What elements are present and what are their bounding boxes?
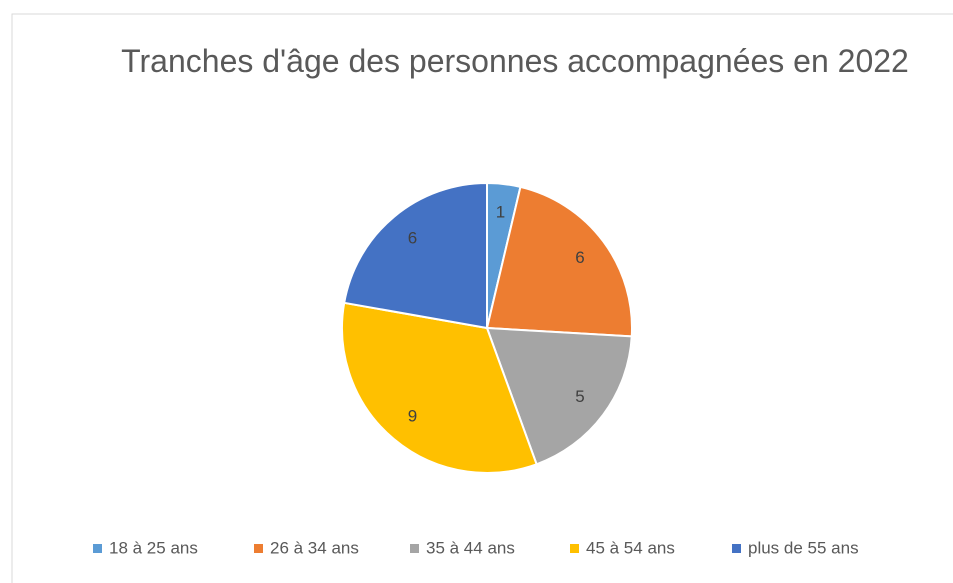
legend-swatch (570, 544, 579, 553)
legend-label: 45 à 54 ans (586, 538, 675, 557)
pie-slice (343, 181, 488, 330)
data-label: 6 (575, 248, 584, 267)
data-label: 9 (408, 406, 417, 425)
legend-label: 26 à 34 ans (270, 538, 359, 557)
pie-slice (341, 301, 538, 474)
legend-swatch (732, 544, 741, 553)
data-label: 6 (408, 229, 417, 248)
legend-swatch (410, 544, 419, 553)
pie-slice (485, 185, 633, 338)
chart-title: Tranches d'âge des personnes accompagnée… (121, 43, 909, 79)
pie-slice (485, 326, 633, 466)
legend-label: plus de 55 ans (748, 538, 859, 557)
legend-swatch (254, 544, 263, 553)
legend-swatch (93, 544, 102, 553)
data-label: 1 (496, 202, 505, 221)
chart-border (11, 13, 953, 583)
legend-label: 35 à 44 ans (426, 538, 515, 557)
data-label: 5 (575, 387, 584, 406)
legend-label: 18 à 25 ans (109, 538, 198, 557)
